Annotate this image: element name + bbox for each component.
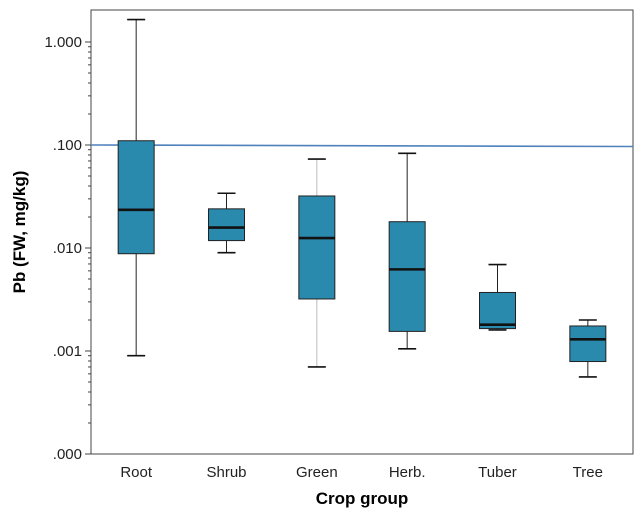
plot-area (90, 9, 634, 455)
x-category-label: Shrub (206, 464, 246, 481)
y-tick-label: .010 (53, 240, 82, 257)
x-category-label: Herb. (389, 464, 426, 481)
box-tree (569, 319, 607, 378)
major-ticks: 1.000 .100 .010 .001 .000 (44, 34, 91, 463)
y-tick-label: 1.000 (44, 34, 82, 51)
x-category-label: Root (120, 464, 153, 481)
y-tick-label: .100 (53, 137, 82, 154)
x-axis-title: Crop group (316, 489, 409, 508)
x-category-label: Tree (573, 464, 603, 481)
iqr-box (388, 221, 426, 332)
box-root (117, 18, 155, 357)
iqr-box (569, 325, 607, 363)
y-tick-label: .001 (53, 343, 82, 360)
minor-ticks (88, 46, 91, 424)
iqr-box (117, 140, 155, 255)
y-tick-label: .000 (53, 446, 82, 463)
iqr-box (479, 291, 516, 330)
x-category-label: Green (296, 464, 338, 481)
reference-line (90, 144, 634, 148)
iqr-box (208, 208, 245, 242)
category-labels: Root Shrub Green Herb. Tuber Tree (120, 464, 603, 481)
iqr-box (298, 195, 336, 300)
reference-line-group (90, 144, 634, 148)
x-category-label: Tuber (478, 464, 517, 481)
y-axis-title: Pb (FW, mg/kg) (10, 171, 29, 294)
box-shrub (208, 192, 245, 254)
box-tuber (479, 263, 516, 331)
box-green (298, 158, 336, 368)
boxes-group (117, 18, 607, 378)
box-herb (388, 152, 426, 350)
